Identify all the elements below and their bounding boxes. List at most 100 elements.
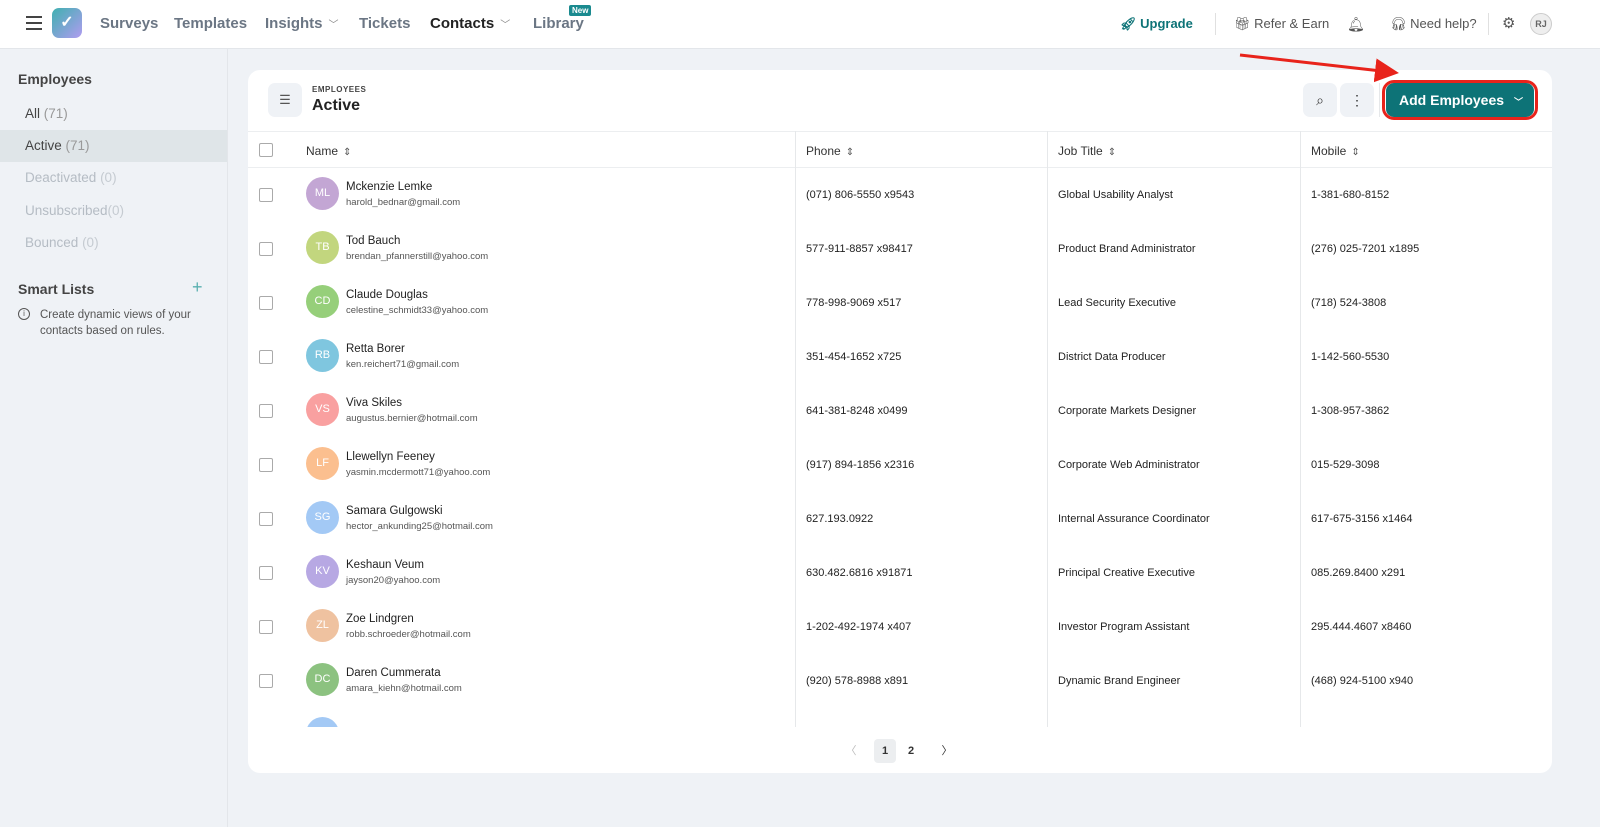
upgrade-link[interactable]: 🚀︎ Upgrade [1120,16,1193,32]
employee-name[interactable]: Samara Gulgowski [346,505,443,517]
headset-icon: 🎧︎ [1390,16,1411,31]
row-checkbox[interactable] [259,512,273,526]
sidebar-item-deactivated[interactable]: Deactivated (0) [0,162,227,194]
job-title-cell: Investor Program Assistant [1058,621,1190,633]
table-row[interactable]: VS Viva Skiles augustus.bernier@hotmail.… [248,384,1552,438]
column-label: Name [306,144,339,158]
column-phone[interactable]: Phone ⇕ [806,144,854,158]
select-all-checkbox[interactable] [259,143,273,157]
row-checkbox[interactable] [259,296,273,310]
job-title-cell: Dynamic Brand Engineer [1058,675,1181,687]
mobile-cell: (718) 524-3808 [1311,297,1387,309]
employee-name[interactable]: Retta Borer [346,343,405,355]
chevron-down-icon: ﹀ [1514,97,1524,107]
sidebar-item-unsubscribed[interactable]: Unsubscribed(0) [0,195,227,227]
sidebar-item-bounced[interactable]: Bounced (0) [0,227,227,259]
mobile-cell: 015-529-3098 [1311,459,1380,471]
table-row[interactable]: ML Mckenzie Lemke harold_bednar@gmail.co… [248,168,1552,222]
user-avatar[interactable]: RJ [1530,13,1552,35]
mobile-cell: 295.444.4607 x8460 [1311,621,1412,633]
add-smart-list-plus-icon[interactable]: + [192,277,203,297]
phone-cell: 641-381-8248 x0499 [806,405,908,417]
column-mobile[interactable]: Mobile ⇕ [1311,144,1360,158]
column-job-title[interactable]: Job Title ⇕ [1058,144,1116,158]
column-name[interactable]: Name ⇕ [306,144,351,158]
employee-name[interactable]: Tod Bauch [346,235,401,247]
column-divider [1047,131,1048,727]
table-row[interactable]: DC Daren Cummerata amara_kiehn@hotmail.c… [248,654,1552,708]
table-row[interactable]: SG Samara Gulgowski hector_ankunding25@h… [248,492,1552,546]
label: Deactivated [25,170,97,185]
table-row[interactable]: RB Retta Borer ken.reichert71@gmail.com … [248,330,1552,384]
nav-library[interactable]: Library [533,15,584,32]
gift-icon: 🎁︎ [1234,16,1255,31]
new-badge: New [569,5,592,16]
mobile-cell: 085.269.8400 x291 [1311,567,1406,579]
nav-contacts-label: Contacts [430,15,495,32]
employee-email: harold_bednar@gmail.com [346,197,461,208]
toggle-sidebar-button[interactable]: ☰ [268,83,302,117]
row-checkbox[interactable] [259,350,273,364]
kebab-menu-icon: ⋮ [1350,92,1364,108]
table-row[interactable]: LF Llewellyn Feeney yasmin.mcdermott71@y… [248,438,1552,492]
nav-templates[interactable]: Templates [174,15,248,32]
sidebar-item-active[interactable]: Active (71) [0,130,227,162]
page-title: Active [312,97,361,114]
app-logo[interactable]: ✓ [52,8,82,38]
phone-cell: (071) 806-5550 x9543 [806,189,915,201]
nav-insights[interactable]: Insights ﹀ [265,15,339,32]
employee-name[interactable]: Daren Cummerata [346,667,441,679]
mobile-cell: 1-381-680-8152 [1311,189,1390,201]
row-checkbox[interactable] [259,674,273,688]
nav-tickets[interactable]: Tickets [359,15,411,32]
employee-name[interactable]: Keshaun Veum [346,559,425,571]
search-button[interactable]: ⌕ [1303,83,1337,117]
nav-surveys[interactable]: Surveys [100,15,159,32]
count: (71) [43,106,68,121]
column-label: Mobile [1311,144,1347,158]
avatar: LF [306,447,339,480]
top-navigation: ✓ Surveys Templates Insights ﹀ Tickets Co… [0,0,1600,49]
row-checkbox[interactable] [259,188,273,202]
prev-page-chevron-icon[interactable]: 〈 [845,745,857,757]
employee-name[interactable]: Claude Douglas [346,289,428,301]
page-1-button[interactable]: 1 [874,739,896,763]
sidebar-heading: Employees [18,71,92,87]
row-checkbox[interactable] [259,404,273,418]
employee-name[interactable]: Mckenzie Lemke [346,181,433,193]
row-checkbox[interactable] [259,242,273,256]
notification-bell-icon[interactable]: 🔔︎ [1347,16,1365,32]
label: Active [25,138,62,153]
chevron-down-icon: ﹀ [500,20,511,31]
nav-contacts[interactable]: Contacts ﹀ [430,15,510,32]
help-link[interactable]: 🎧︎ Need help? [1390,16,1477,32]
rocket-icon: 🚀︎ [1120,16,1141,31]
count: (71) [65,138,90,153]
refer-earn-link[interactable]: 🎁︎ Refer & Earn [1234,16,1329,32]
job-title-cell: Corporate Markets Designer [1058,405,1197,417]
avatar: KV [306,555,339,588]
menu-icon[interactable] [26,16,42,30]
phone-cell: (917) 894-1856 x2316 [806,459,915,471]
next-page-chevron-icon[interactable]: 〉 [941,745,953,757]
employee-email: ken.reichert71@gmail.com [346,359,460,370]
row-checkbox[interactable] [259,620,273,634]
column-divider [1300,131,1301,727]
employee-name[interactable]: Llewellyn Feeney [346,451,435,463]
phone-cell: (920) 578-8988 x891 [806,675,909,687]
sidebar-item-all[interactable]: All (71) [0,98,227,130]
phone-cell: 1-202-492-1974 x407 [806,621,912,633]
row-checkbox[interactable] [259,458,273,472]
page-2-button[interactable]: 2 [907,745,915,757]
more-options-button[interactable]: ⋮ [1340,83,1374,117]
table-row[interactable]: CD Claude Douglas celestine_schmidt33@ya… [248,276,1552,330]
row-checkbox[interactable] [259,566,273,580]
employee-name[interactable]: Viva Skiles [346,397,403,409]
table-row[interactable]: KV Keshaun Veum jayson20@yahoo.com 630.4… [248,546,1552,600]
employee-name[interactable]: Zoe Lindgren [346,613,414,625]
add-employees-button[interactable]: Add Employees ﹀ [1386,83,1534,117]
search-icon: ⌕ [1316,92,1324,108]
table-row[interactable]: ZL Zoe Lindgren robb.schroeder@hotmail.c… [248,600,1552,654]
table-row[interactable]: TB Tod Bauch brendan_pfannerstill@yahoo.… [248,222,1552,276]
settings-gear-icon[interactable]: ⚙ [1502,15,1516,32]
